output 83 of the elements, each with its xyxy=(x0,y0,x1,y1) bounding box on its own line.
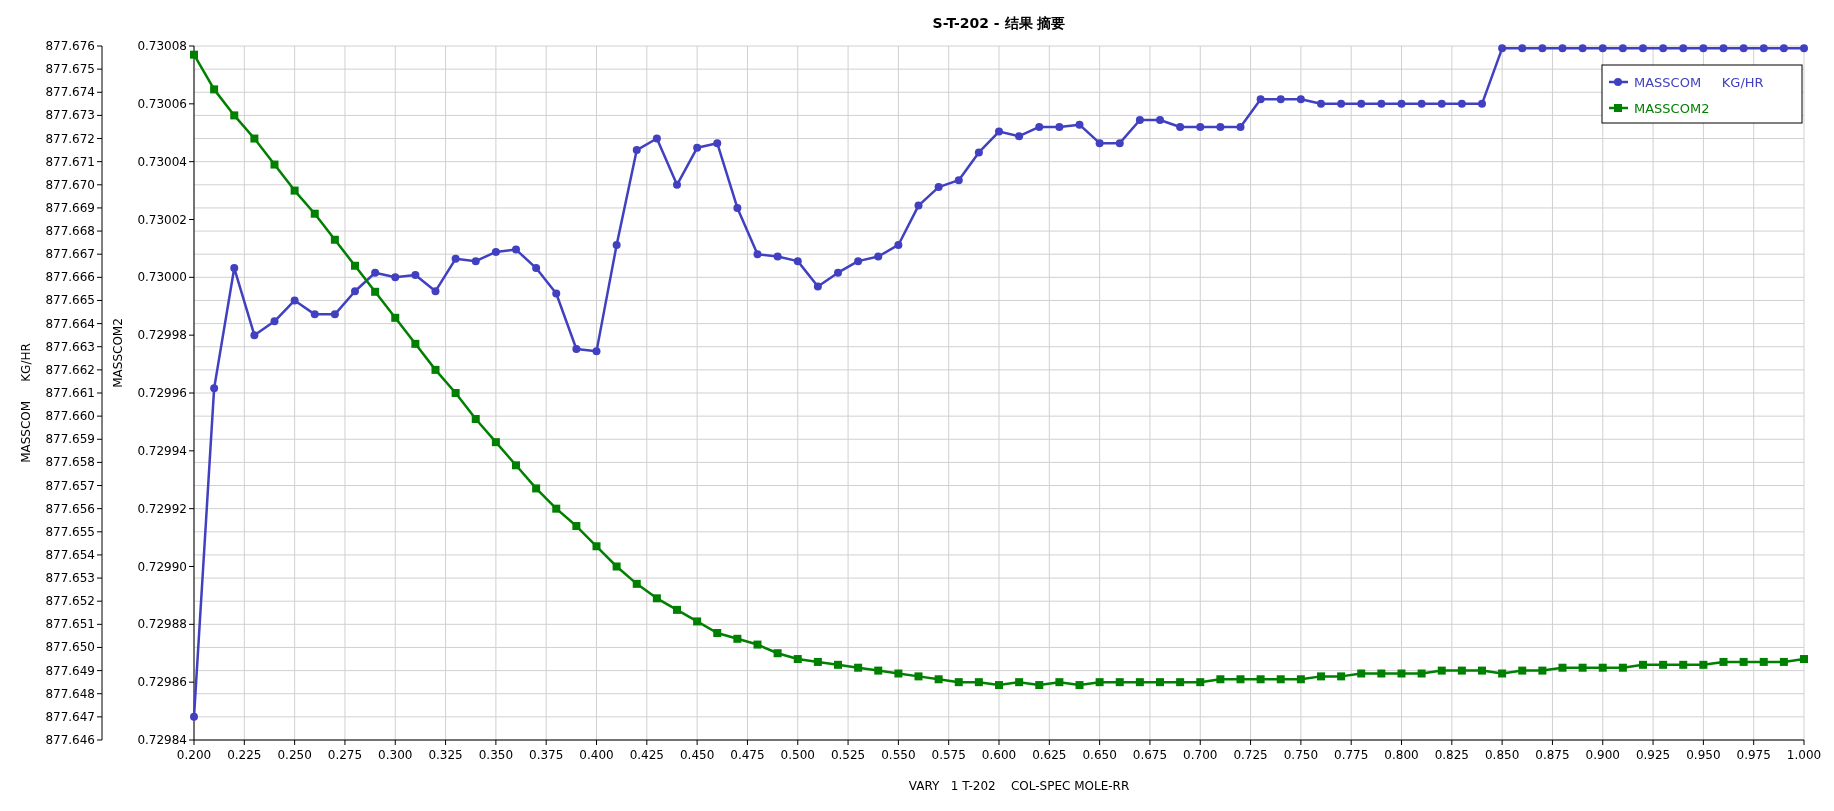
x-tick-label: 0.225 xyxy=(227,748,262,762)
x-tick-label: 0.200 xyxy=(176,748,212,762)
x-tick-label: 0.950 xyxy=(1686,748,1721,762)
y2-tick-label: 0.73000 xyxy=(137,270,187,285)
legend-label: MASSCOM KG/HR xyxy=(1634,75,1764,90)
y-tick-label: 877.663 xyxy=(45,339,95,354)
y2-tick-label: 0.72984 xyxy=(137,733,187,747)
x-tick-label: 0.350 xyxy=(478,748,514,762)
x-tick-label: 0.675 xyxy=(1132,748,1168,762)
y2-tick-label: 0.72992 xyxy=(137,501,187,516)
y-tick-label: 877.672 xyxy=(45,131,95,146)
x-tick-label: 0.425 xyxy=(629,748,664,762)
x-tick-label: 0.400 xyxy=(579,748,614,762)
x-tick-label: 0.875 xyxy=(1535,748,1570,762)
x-tick-label: 0.550 xyxy=(881,748,916,762)
y-tick-label: 877.657 xyxy=(45,478,95,493)
y2-tick-label: 0.73006 xyxy=(137,96,187,111)
x-tick-label: 0.775 xyxy=(1334,748,1369,762)
x-tick-label: 0.650 xyxy=(1082,748,1117,762)
x-tick-label: 0.900 xyxy=(1585,748,1620,762)
y2-tick-label: 0.72990 xyxy=(137,559,187,574)
x-tick-label: 0.375 xyxy=(529,748,564,762)
x-tick-label: 0.475 xyxy=(730,748,765,762)
x-tick-label: 0.275 xyxy=(327,748,363,762)
y-tick-label: 877.653 xyxy=(45,571,95,586)
y-tick-label: 877.671 xyxy=(45,154,95,169)
y-tick-label: 877.670 xyxy=(45,177,95,192)
y-tick-label: 877.660 xyxy=(45,409,95,424)
y-tick-label: 877.661 xyxy=(45,386,95,400)
y-tick-label: 877.666 xyxy=(45,270,95,285)
x-tick-label: 0.325 xyxy=(428,748,463,762)
y2-tick-label: 0.72994 xyxy=(137,443,187,458)
x-tick-label: 0.800 xyxy=(1384,748,1419,762)
y-tick-label: 877.675 xyxy=(45,62,95,77)
y-tick-label: 877.668 xyxy=(45,224,95,239)
y2-tick-label: 0.73004 xyxy=(137,154,187,169)
y2-axis-title: MASSCOM2 xyxy=(111,318,125,388)
y-tick-label: 877.647 xyxy=(45,709,95,724)
y2-tick-label: 0.72986 xyxy=(137,675,187,690)
x-tick-label: 0.750 xyxy=(1283,748,1319,762)
y-tick-label: 877.674 xyxy=(45,85,95,100)
x-tick-label: 0.725 xyxy=(1233,748,1268,762)
y-tick-label: 877.665 xyxy=(45,293,95,308)
y2-tick-label: 0.72988 xyxy=(137,617,187,632)
y2-tick-label: 0.72998 xyxy=(137,328,187,343)
y-tick-label: 877.676 xyxy=(45,39,95,53)
y-tick-label: 877.655 xyxy=(45,524,95,539)
y-tick-label: 877.648 xyxy=(45,686,95,701)
x-tick-label: 0.700 xyxy=(1183,748,1218,762)
chart-title: S-T-202 - 结果 摘要 xyxy=(932,15,1066,31)
legend-label: MASSCOM2 xyxy=(1634,101,1710,116)
y-tick-label: 877.662 xyxy=(45,362,95,377)
x-tick-label: 0.250 xyxy=(277,748,312,762)
y-tick-label: 877.656 xyxy=(45,501,95,516)
y2-tick-label: 0.73008 xyxy=(137,39,187,53)
x-tick-label: 0.525 xyxy=(830,748,866,762)
x-tick-label: 0.825 xyxy=(1434,748,1469,762)
x-axis-title: VARY 1 T-202 COL-SPEC MOLE-RR xyxy=(908,779,1130,793)
y2-tick-label: 0.72996 xyxy=(137,386,187,400)
x-tick-label: 0.625 xyxy=(1032,748,1067,762)
y-axis-title: MASSCOM KG/HR xyxy=(19,343,33,463)
y-tick-label: 877.651 xyxy=(45,617,95,632)
y-tick-label: 877.659 xyxy=(45,432,95,447)
x-tick-label: 0.450 xyxy=(679,748,715,762)
x-tick-label: 0.600 xyxy=(981,748,1017,762)
x-tick-label: 0.500 xyxy=(780,748,815,762)
y-tick-label: 877.646 xyxy=(45,733,95,747)
y-tick-label: 877.658 xyxy=(45,455,95,470)
x-tick-label: 0.300 xyxy=(378,748,413,762)
x-tick-label: 0.850 xyxy=(1484,748,1520,762)
y-tick-label: 877.667 xyxy=(45,247,95,262)
x-tick-label: 0.925 xyxy=(1635,748,1671,762)
x-tick-label: 1.000 xyxy=(1786,748,1822,762)
x-tick-label: 0.975 xyxy=(1736,748,1771,762)
y-tick-label: 877.650 xyxy=(45,640,95,655)
y-tick-label: 877.673 xyxy=(45,108,95,123)
y-tick-label: 877.664 xyxy=(45,316,95,331)
y-tick-label: 877.669 xyxy=(45,200,95,215)
y-tick-label: 877.654 xyxy=(45,547,95,562)
x-tick-label: 0.575 xyxy=(931,748,966,762)
y-tick-label: 877.649 xyxy=(45,663,95,678)
y-tick-label: 877.652 xyxy=(45,594,95,609)
y2-tick-label: 0.73002 xyxy=(137,212,187,227)
